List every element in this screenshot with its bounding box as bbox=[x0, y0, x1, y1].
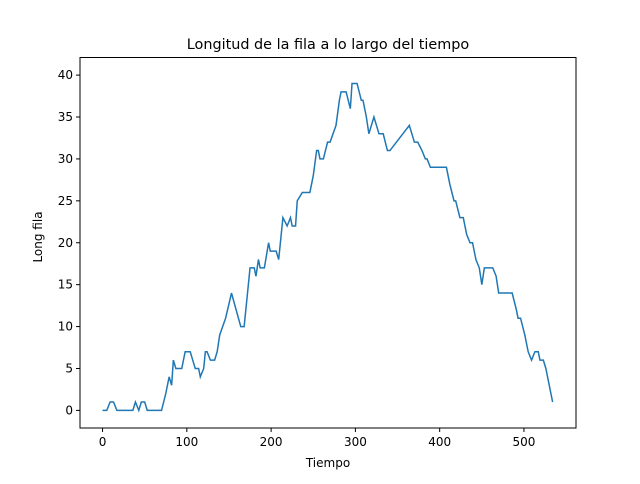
x-tick-label: 500 bbox=[513, 435, 536, 449]
y-tick-label: 20 bbox=[58, 236, 73, 250]
data-line bbox=[102, 82, 554, 413]
x-axis-label: Tiempo bbox=[305, 456, 350, 470]
y-axis-label: Long fila bbox=[31, 211, 45, 262]
chart-title: Longitud de la fila a lo largo del tiemp… bbox=[187, 37, 470, 53]
x-tick-label: 300 bbox=[344, 435, 367, 449]
y-tick-label: 5 bbox=[65, 361, 73, 375]
y-tick-label: 10 bbox=[58, 320, 73, 334]
y-tick-label: 25 bbox=[58, 194, 73, 208]
x-tick-label: 0 bbox=[99, 435, 107, 449]
x-tick-label: 400 bbox=[428, 435, 451, 449]
y-tick-label: 15 bbox=[58, 278, 73, 292]
x-tick-label: 200 bbox=[260, 435, 283, 449]
y-tick-label: 30 bbox=[58, 152, 73, 166]
x-tick-label: 100 bbox=[175, 435, 198, 449]
y-tick-label: 35 bbox=[58, 110, 73, 124]
y-tick-label: 40 bbox=[58, 68, 73, 82]
axes-frame bbox=[79, 57, 577, 429]
y-tick-label: 0 bbox=[65, 403, 73, 417]
